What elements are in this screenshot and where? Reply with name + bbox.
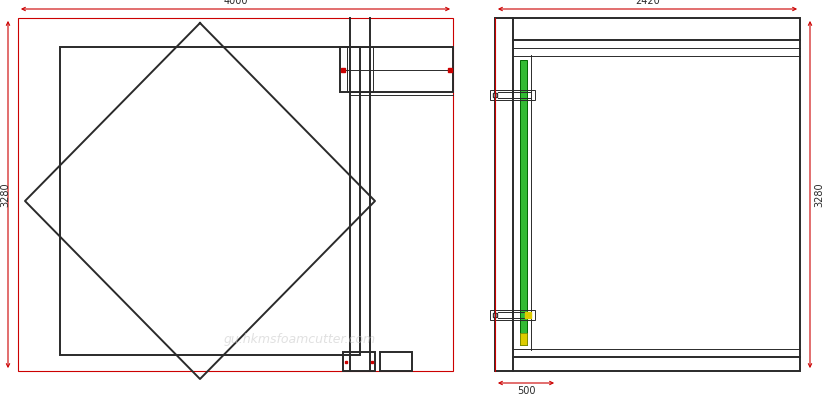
Bar [520, 60, 527, 345]
Text: 4000: 4000 [223, 0, 248, 6]
Bar [520, 333, 527, 345]
Text: gu.hkmsfoamcutter.com: gu.hkmsfoamcutter.com [224, 333, 376, 347]
Bar [343, 352, 375, 371]
Bar [347, 47, 373, 92]
Text: 3280: 3280 [814, 182, 824, 207]
Text: 500: 500 [517, 386, 535, 396]
Text: 2420: 2420 [635, 0, 660, 6]
Text: 3280: 3280 [0, 182, 10, 207]
Bar [18, 18, 453, 371]
Bar [490, 90, 535, 100]
Bar [60, 47, 360, 355]
Bar [340, 47, 453, 92]
Bar [490, 310, 535, 320]
Bar [380, 352, 412, 371]
Bar [495, 18, 800, 371]
